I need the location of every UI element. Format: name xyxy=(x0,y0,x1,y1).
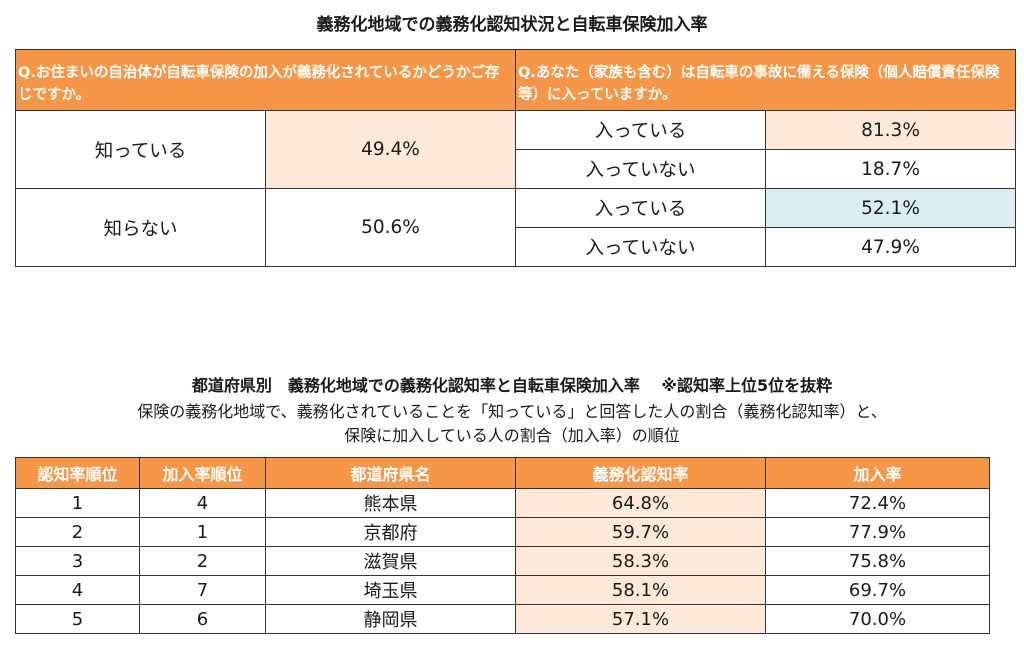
insurance-rank: 2 xyxy=(139,546,266,576)
insured-pct: 52.1% xyxy=(765,188,1017,228)
awareness-rank: 3 xyxy=(15,546,140,576)
table-row: 3 2 滋賀県 58.3% 75.8% xyxy=(15,546,990,576)
section1-title: 義務化地域での義務化認知状況と自転車保険加入率 xyxy=(316,15,708,35)
insured-label: 入っている xyxy=(515,110,767,150)
insurance-rate: 75.8% xyxy=(765,546,990,576)
col-header-awareness-rate: 義務化認知率 xyxy=(515,457,766,489)
table-row: 2 1 京都府 59.7% 77.9% xyxy=(15,517,990,547)
awareness-pct-know: 49.4% xyxy=(264,110,517,189)
col-header-insurance-rank: 加入率順位 xyxy=(139,457,266,489)
awareness-rank: 2 xyxy=(15,517,140,547)
awareness-rank: 5 xyxy=(15,604,140,634)
prefecture-ranking-table: 認知率順位 加入率順位 都道府県名 義務化認知率 加入率 1 4 熊本県 64.… xyxy=(15,457,990,634)
awareness-rate: 57.1% xyxy=(515,604,766,634)
question-awareness: Q.お住まいの自治体が自転車保険の加入が義務化されているかどうかご存じですか。 xyxy=(14,49,517,111)
section2-description-line1: 保険の義務化地域で、義務化されていることを「知っている」と回答した人の割合（義務… xyxy=(137,402,887,421)
section2-title: 都道府県別 義務化地域での義務化認知率と自転車保険加入率 ※認知率上位5位を抜粋 xyxy=(191,376,833,395)
awareness-rate: 59.7% xyxy=(515,517,766,547)
not-insured-label: 入っていない xyxy=(515,227,767,267)
table-row: 入っていない 47.9% xyxy=(16,227,1017,267)
section2-description-line2: 保険に加入している人の割合（加入率）の順位 xyxy=(344,426,680,445)
awareness-insurance-table: Q.お住まいの自治体が自転車保険の加入が義務化されているかどうかご存じですか。 … xyxy=(14,49,1017,267)
insurance-rank: 6 xyxy=(139,604,266,634)
awareness-rank: 1 xyxy=(15,488,140,518)
insurance-rate: 77.9% xyxy=(765,517,990,547)
table-row: 知らない 50.6% 入っている 52.1% xyxy=(15,188,1017,267)
awareness-rate: 64.8% xyxy=(515,488,766,518)
table-row: 入っていない 18.7% xyxy=(16,149,1017,189)
insured-label: 入っている xyxy=(515,188,767,228)
awareness-label-know: 知っている xyxy=(15,110,266,189)
awareness-rank: 4 xyxy=(15,575,140,605)
insured-pct: 81.3% xyxy=(765,110,1017,150)
prefecture-name: 滋賀県 xyxy=(265,546,516,576)
question-insurance: Q.あなた（家族も含む）は自転車の事故に備える保険（個人賠償責任保険等）に入って… xyxy=(515,49,1017,111)
not-insured-label: 入っていない xyxy=(515,149,767,189)
insurance-rate: 70.0% xyxy=(765,604,990,634)
not-insured-pct: 18.7% xyxy=(765,149,1017,189)
prefecture-name: 静岡県 xyxy=(265,604,516,634)
table-row: 知っている 49.4% 入っている 81.3% xyxy=(15,110,1017,189)
awareness-rate: 58.1% xyxy=(515,575,766,605)
awareness-label-unknown: 知らない xyxy=(15,188,266,267)
col-header-insurance-rate: 加入率 xyxy=(765,457,990,489)
prefecture-name: 京都府 xyxy=(265,517,516,547)
table-header-row: Q.お住まいの自治体が自転車保険の加入が義務化されているかどうかご存じですか。 … xyxy=(14,49,1017,111)
col-header-awareness-rank: 認知率順位 xyxy=(15,457,140,489)
table-row: 4 7 埼玉県 58.1% 69.7% xyxy=(15,575,990,605)
awareness-pct-unknown: 50.6% xyxy=(264,188,517,267)
col-header-prefecture: 都道府県名 xyxy=(265,457,516,489)
table-row: 5 6 静岡県 57.1% 70.0% xyxy=(15,604,990,634)
insurance-rate: 72.4% xyxy=(765,488,990,518)
prefecture-name: 埼玉県 xyxy=(265,575,516,605)
prefecture-name: 熊本県 xyxy=(265,488,516,518)
table-header-row: 認知率順位 加入率順位 都道府県名 義務化認知率 加入率 xyxy=(15,457,990,489)
insurance-rank: 1 xyxy=(139,517,266,547)
table-row: 1 4 熊本県 64.8% 72.4% xyxy=(15,488,990,518)
not-insured-pct: 47.9% xyxy=(765,227,1017,267)
awareness-rate: 58.3% xyxy=(515,546,766,576)
insurance-rate: 69.7% xyxy=(765,575,990,605)
insurance-rank: 4 xyxy=(139,488,266,518)
insurance-rank: 7 xyxy=(139,575,266,605)
